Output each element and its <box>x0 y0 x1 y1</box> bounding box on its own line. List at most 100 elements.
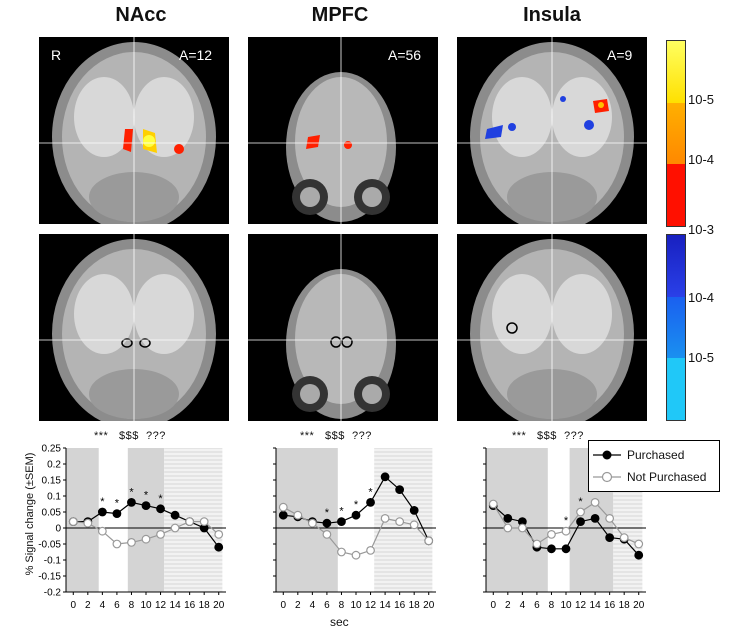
column-title-insula: Insula <box>523 4 581 26</box>
sig-stars: *** <box>512 430 527 442</box>
data-point-purchased <box>395 485 405 494</box>
data-point-not-purchased <box>424 536 434 546</box>
sig-dollars: $$$ <box>537 430 557 442</box>
brain-nacc-roi <box>39 234 229 421</box>
x-tick-label: 14 <box>590 600 602 611</box>
x-tick-label: 18 <box>409 600 421 611</box>
side-label-r: R <box>51 47 61 63</box>
x-tick-label: 18 <box>619 600 631 611</box>
x-tick-label: 12 <box>155 600 167 611</box>
significance-star: * <box>115 498 120 510</box>
y-tick-label: -0.05 <box>38 540 61 551</box>
x-tick-label: 6 <box>324 600 330 611</box>
significance-star: * <box>578 496 583 508</box>
data-point-not-purchased <box>380 513 390 523</box>
x-tick-label: 20 <box>213 600 225 611</box>
data-point-not-purchased <box>170 523 180 533</box>
data-point-not-purchased <box>634 539 644 549</box>
colorbar-cool-dark <box>667 235 685 297</box>
data-point-purchased <box>366 498 375 507</box>
y-tick-label: -0.2 <box>44 588 62 599</box>
data-point-not-purchased <box>576 507 585 517</box>
column-title-mpfc: MPFC <box>311 4 369 26</box>
a-label-nacc: A=12 <box>179 47 212 63</box>
x-tick-label: 14 <box>380 600 392 611</box>
y-tick-label: 0 <box>55 524 61 535</box>
significance-star: * <box>325 507 330 519</box>
significance-star: * <box>564 515 569 527</box>
significance-star: * <box>144 490 149 502</box>
data-point-purchased <box>170 510 180 520</box>
colorbar-cool-mid <box>667 297 685 358</box>
significance-star: * <box>368 486 373 498</box>
y-tick-label: 0.15 <box>42 476 62 487</box>
x-tick-label: 2 <box>85 600 91 611</box>
y-tick-label: -0.1 <box>44 556 62 567</box>
x-tick-label: 10 <box>350 600 362 611</box>
chart-mpfc: 0 2 4 6 8 10 12 14 16 18 20 * * * * <box>273 447 436 611</box>
x-tick-label: 14 <box>170 600 182 611</box>
data-point-not-purchased <box>503 523 513 533</box>
y-tick-label: 0.1 <box>47 492 61 503</box>
x-tick-label: 20 <box>423 600 435 611</box>
colorbar-cool-label-2: 10-4 <box>688 290 715 305</box>
y-tick-label: 0.25 <box>42 444 62 455</box>
data-point-purchased <box>141 501 151 510</box>
significance-star: * <box>100 496 105 508</box>
brain-mpfc-activation: A=56 <box>248 37 438 224</box>
data-point-not-purchased <box>199 517 209 526</box>
data-point-purchased <box>409 505 419 515</box>
x-tick-label: 4 <box>100 600 106 611</box>
a-label-insula: A=9 <box>607 47 633 63</box>
x-tick-label: 8 <box>339 600 345 611</box>
x-tick-label: 8 <box>129 600 135 611</box>
x-tick-label: 6 <box>534 600 540 611</box>
x-tick-label: 0 <box>490 600 496 611</box>
data-point-not-purchased <box>605 513 615 523</box>
x-tick-label: 12 <box>575 600 587 611</box>
colorbar-warm-orange <box>667 103 685 164</box>
sig-dollars: $$$ <box>325 430 345 442</box>
column-title-nacc: NAcc <box>115 4 167 26</box>
legend-purchased-label: Purchased <box>627 448 685 462</box>
data-point-not-purchased <box>366 545 375 555</box>
data-point-not-purchased <box>293 510 303 520</box>
brain-mpfc-roi <box>248 234 438 421</box>
data-point-not-purchased <box>278 502 288 512</box>
x-axis-label: sec <box>330 615 349 629</box>
a-label-mpfc: A=56 <box>388 47 421 63</box>
data-point-not-purchased <box>83 518 93 528</box>
x-tick-label: 16 <box>394 600 406 611</box>
colorbar-warm-label-2: 10-4 <box>688 152 715 167</box>
colorbar-warm-yellow <box>667 41 685 103</box>
colorbar-cool <box>666 234 686 421</box>
x-tick-label: 4 <box>310 600 316 611</box>
data-point-not-purchased <box>322 529 332 539</box>
data-point-not-purchased <box>127 537 136 547</box>
x-tick-label: 2 <box>505 600 511 611</box>
data-point-not-purchased <box>156 529 165 539</box>
data-point-not-purchased <box>619 533 629 542</box>
data-point-purchased <box>278 510 288 520</box>
y-tick-label: 0.05 <box>42 508 62 519</box>
x-tick-label: 4 <box>520 600 526 611</box>
data-point-purchased <box>380 472 390 482</box>
data-point-purchased <box>337 517 346 526</box>
data-point-not-purchased <box>547 529 556 539</box>
data-point-not-purchased <box>561 526 571 536</box>
x-tick-label: 0 <box>280 600 286 611</box>
shaded-region <box>127 448 165 592</box>
data-point-purchased <box>634 550 644 560</box>
legend-not-purchased: Not Purchased <box>593 469 706 485</box>
data-point-not-purchased <box>488 499 498 509</box>
colorbar-cool-label-3: 10-5 <box>688 350 715 365</box>
legend-purchased: Purchased <box>593 447 684 463</box>
colorbar-warm-label-3: 10-3 <box>688 222 715 237</box>
legend-purchased-marker <box>593 450 621 460</box>
significance-star: * <box>593 486 598 498</box>
data-point-not-purchased <box>141 534 151 544</box>
y-tick-label: -0.15 <box>38 572 61 583</box>
significance-star: * <box>339 506 344 518</box>
data-point-purchased <box>156 504 165 514</box>
y-axis-label: % Signal change (±SEM) <box>24 452 36 576</box>
